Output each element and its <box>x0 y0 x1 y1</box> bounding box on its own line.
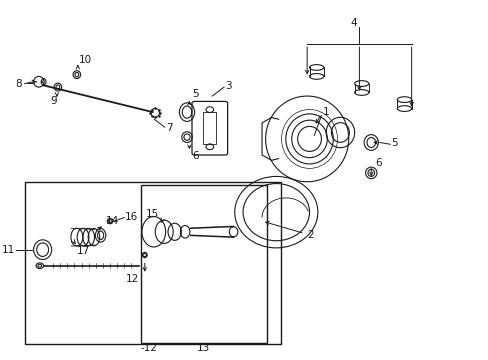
Text: -12: -12 <box>140 343 157 353</box>
Text: 4: 4 <box>350 18 356 28</box>
Bar <box>203 112 216 144</box>
Text: 9: 9 <box>51 96 57 107</box>
Text: 5: 5 <box>390 138 397 148</box>
Text: 7: 7 <box>165 123 172 133</box>
Text: 6: 6 <box>191 151 198 161</box>
Text: 12: 12 <box>126 274 139 284</box>
Text: 15: 15 <box>146 209 159 219</box>
Text: 1: 1 <box>322 107 328 117</box>
Text: 11: 11 <box>2 245 15 255</box>
Text: 8: 8 <box>15 78 21 89</box>
Text: 3: 3 <box>224 81 231 91</box>
Bar <box>141 185 266 342</box>
Bar <box>24 182 281 344</box>
Text: 16: 16 <box>125 212 138 222</box>
Text: 10: 10 <box>79 55 92 65</box>
Text: 2: 2 <box>306 230 313 240</box>
Text: 17: 17 <box>77 246 90 256</box>
Text: 6: 6 <box>374 158 381 168</box>
Text: 14: 14 <box>105 216 119 226</box>
Circle shape <box>36 263 43 269</box>
Text: 13: 13 <box>197 343 210 353</box>
Text: 5: 5 <box>191 89 198 99</box>
